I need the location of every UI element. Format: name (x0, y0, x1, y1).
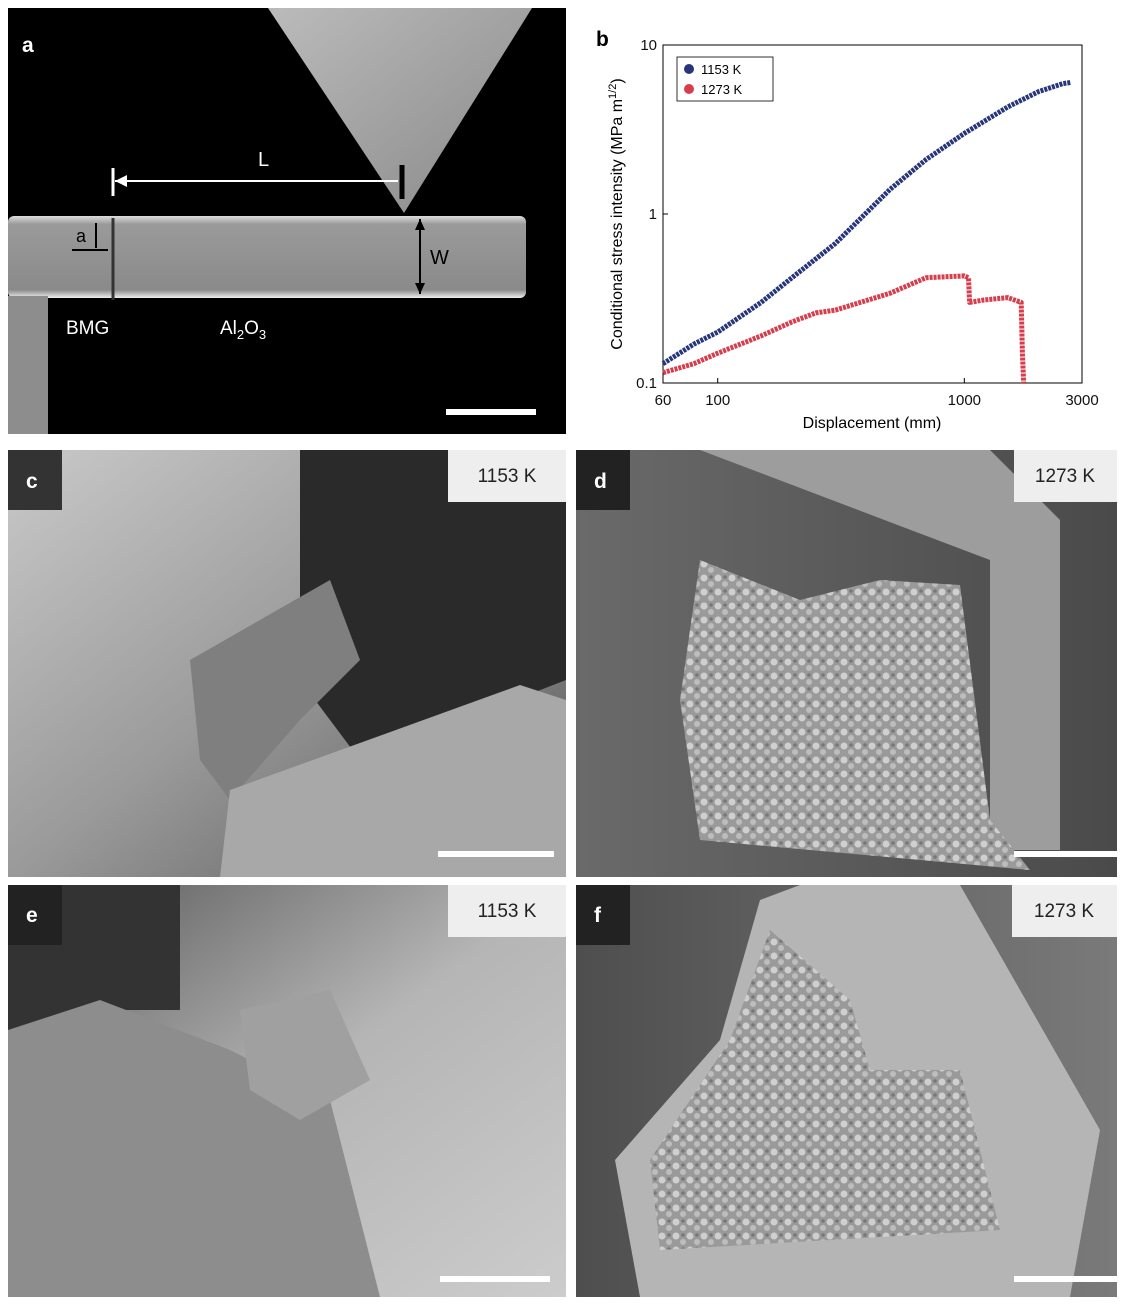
panel-label: b (596, 28, 609, 51)
legend-marker (684, 84, 694, 94)
annotation: BMG (66, 318, 109, 339)
panel-f: f 1273 K (576, 885, 1118, 1297)
text: ) (609, 78, 626, 83)
panel-b: b Displacement (mm) Conditional stress i… (596, 28, 1099, 432)
panel-label: c (26, 470, 38, 493)
scale-bar (446, 409, 536, 415)
subscript: 3 (259, 327, 266, 342)
scale-bar (1014, 1276, 1118, 1282)
panel-label: a (22, 34, 34, 57)
page: {"panel_a": {"label": "a", "L": "L", "a"… (0, 0, 1125, 1305)
scale-bar (438, 851, 554, 857)
x-tick-label: 1000 (948, 392, 981, 409)
annotation: W (430, 247, 449, 269)
y-tick-label: 1 (649, 206, 657, 223)
data-line (663, 276, 1024, 383)
annotation: L (258, 149, 269, 171)
figure: a L a W BMG Al2O3 c 1153 K d 1273 K e 11… (0, 0, 1125, 1305)
panel-label: d (594, 470, 607, 493)
subscript: 2 (237, 327, 244, 342)
temperature: 1273 K (1034, 901, 1095, 922)
x-tick-label: 60 (655, 392, 672, 409)
annotation: a (76, 226, 87, 246)
panel-label: f (594, 904, 602, 927)
temperature: 1153 K (478, 466, 537, 487)
superscript: 1/2 (607, 84, 619, 99)
temperature: 1153 K (478, 901, 537, 922)
text: O (244, 318, 259, 339)
panel-e: e 1153 K (8, 885, 566, 1297)
y-tick-label: 0.1 (636, 375, 657, 392)
temperature: 1273 K (1035, 466, 1096, 487)
text: Conditional stress intensity (MPa m (609, 99, 626, 350)
x-tick-label: 3000 (1065, 392, 1098, 409)
data-line (663, 83, 1071, 364)
y-axis-label: Conditional stress intensity (MPa m1/2) (607, 78, 626, 349)
text: Al (220, 318, 237, 339)
x-tick-label: 100 (705, 392, 730, 409)
panel-c: c 1153 K (8, 450, 566, 877)
panel-a: a L a W BMG Al2O3 (8, 8, 566, 434)
x-axis-label: Displacement (mm) (803, 415, 942, 432)
panel-d: d 1273 K (576, 450, 1118, 877)
scale-bar (440, 1276, 550, 1282)
panel-label: e (26, 904, 38, 927)
legend-marker (684, 64, 694, 74)
support (8, 296, 48, 434)
scale-bar (1014, 851, 1118, 857)
legend-label: 1153 K (701, 62, 742, 77)
y-tick-label: 10 (640, 37, 657, 54)
label-box (576, 885, 630, 945)
legend-label: 1273 K (701, 82, 743, 97)
